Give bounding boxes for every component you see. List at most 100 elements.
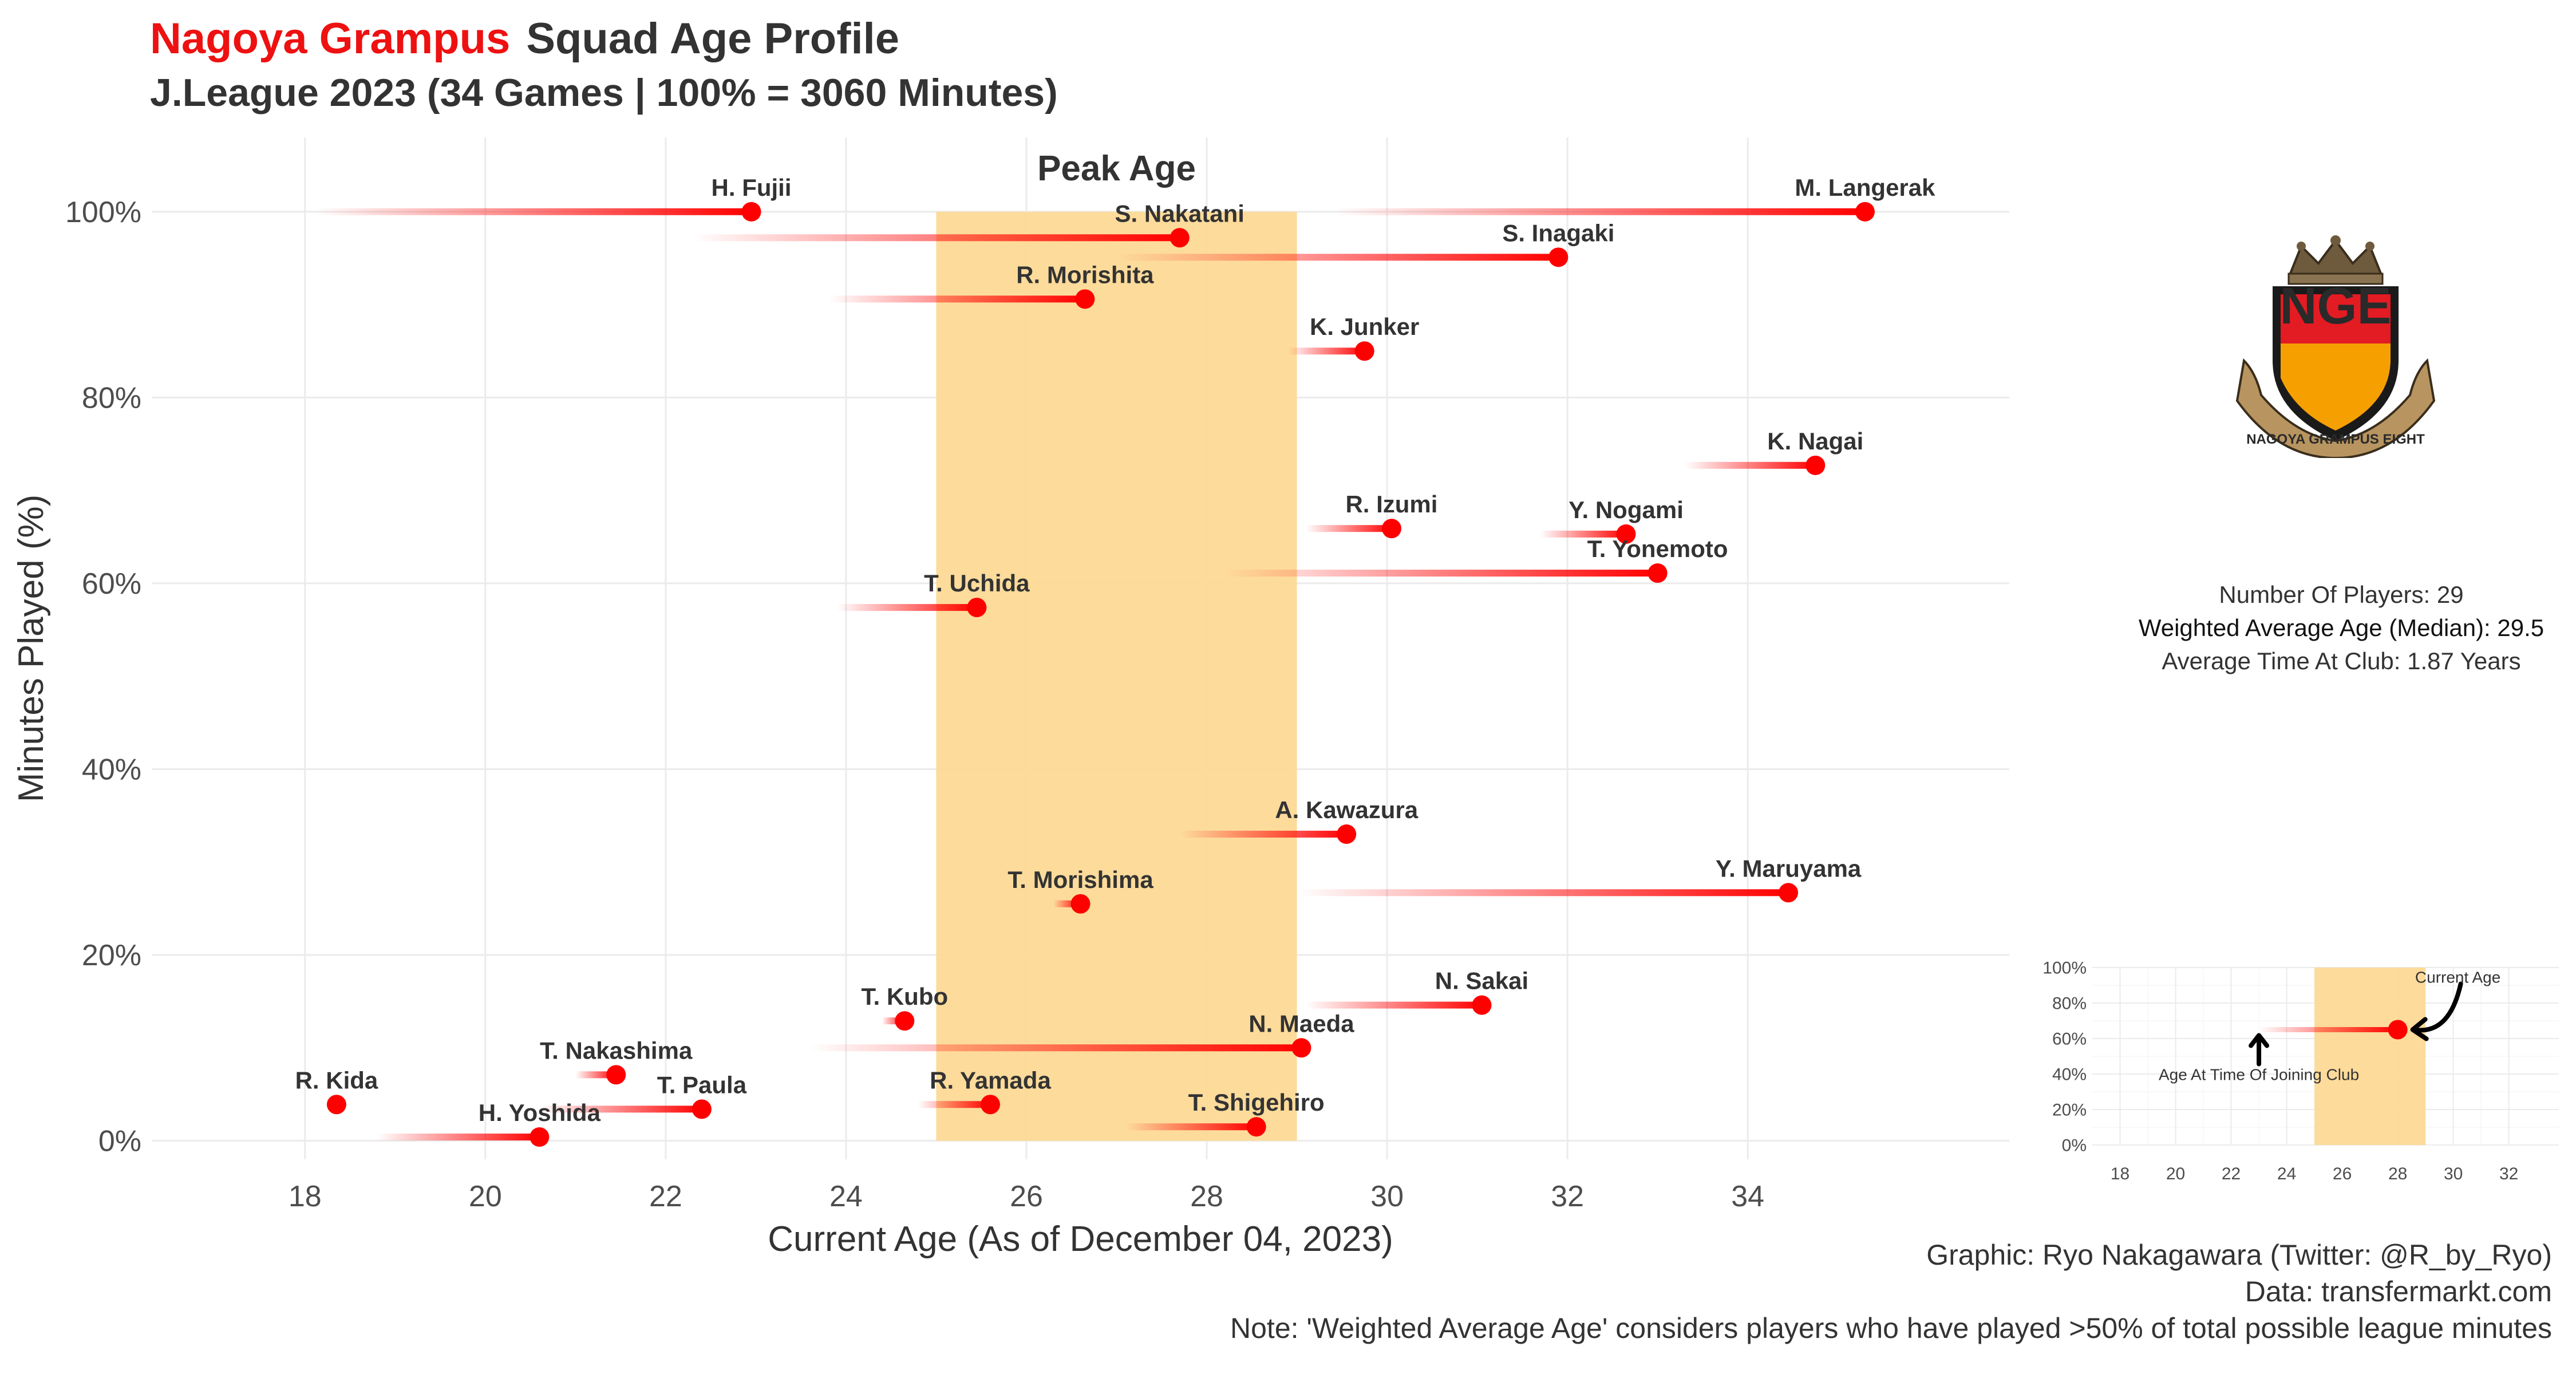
player-join-to-current-bar <box>1306 1001 1482 1009</box>
player-label: R. Morishita <box>1016 261 1154 288</box>
weighted-average-age: Weighted Average Age (Median): 29.5 <box>2138 614 2545 641</box>
main-x-tick-label: 18 <box>289 1180 322 1213</box>
main-y-tick-label: 100% <box>65 196 141 229</box>
player-point <box>1291 1038 1311 1058</box>
player-label: S. Inagaki <box>1502 219 1614 246</box>
player-label: R. Kida <box>295 1067 378 1093</box>
player-point <box>1548 247 1568 267</box>
main-y-tick-label: 80% <box>82 382 141 415</box>
player-join-to-current-bar <box>1306 525 1392 532</box>
main-y-tick-label: 40% <box>82 753 141 787</box>
main-x-tick-label: 32 <box>1551 1180 1584 1213</box>
club-crest-icon: NGE NAGOYA GRAMPUS EIGHT <box>2235 235 2436 458</box>
player-label: K. Junker <box>1310 313 1419 340</box>
player-point <box>895 1011 915 1031</box>
player-join-to-current-bar <box>575 1071 617 1079</box>
player-join-to-current-bar <box>1333 208 1865 215</box>
main-y-axis-title: Minutes Played (%) <box>11 495 51 803</box>
player-join-to-current-bar <box>918 1101 990 1108</box>
main-x-tick-label: 22 <box>649 1180 682 1213</box>
player-point <box>1805 455 1826 475</box>
player-point <box>1354 341 1374 361</box>
caption-note: Note: 'Weighted Average Age' considers p… <box>1230 1312 2552 1344</box>
player-join-to-current-bar <box>1179 831 1347 838</box>
player-point <box>980 1095 1000 1115</box>
player-point <box>1075 289 1095 309</box>
chart-title: Nagoya Grampus Squad Age Profile <box>150 13 899 65</box>
main-x-tick-label: 34 <box>1731 1180 1764 1213</box>
main-y-tick-label: 20% <box>82 939 141 972</box>
player-join-to-current-bar <box>809 1044 1302 1052</box>
main-x-axis-title: Current Age (As of December 04, 2023) <box>768 1219 1393 1259</box>
title-text: Squad Age Profile <box>526 14 900 63</box>
player-label: T. Paula <box>657 1071 747 1098</box>
player-label: N. Maeda <box>1249 1010 1354 1037</box>
player-join-to-current-bar <box>1287 348 1365 355</box>
player-point <box>1855 202 1875 222</box>
player-join-to-current-bar <box>828 295 1085 303</box>
player-label: R. Yamada <box>930 1067 1051 1093</box>
main-x-tick-label: 30 <box>1370 1180 1404 1213</box>
player-label: S. Nakatani <box>1115 200 1244 227</box>
crest-letters: NGE <box>2279 278 2391 335</box>
player-point <box>967 598 987 618</box>
player-point <box>606 1065 626 1085</box>
main-x-tick-label: 28 <box>1190 1180 1223 1213</box>
main-peak-age-band <box>936 211 1297 1141</box>
main-x-tick-label: 20 <box>469 1180 502 1213</box>
player-label: T. Yonemoto <box>1587 535 1728 562</box>
player-point <box>1472 995 1492 1015</box>
average-time-at-club: Average Time At Club: 1.87 Years <box>2162 647 2521 674</box>
player-label: Y. Nogami <box>1568 496 1684 523</box>
player-join-to-current-bar <box>1116 254 1559 261</box>
player-label: K. Nagai <box>1767 428 1863 455</box>
player-join-to-current-bar <box>1224 570 1658 577</box>
player-point <box>741 202 761 222</box>
player-point <box>1779 883 1799 903</box>
main-peak-age-label: Peak Age <box>1037 149 1196 188</box>
player-point <box>1647 563 1668 583</box>
player-join-to-current-bar <box>837 604 977 611</box>
player-point <box>1381 519 1401 539</box>
caption-data-source: Data: transfermarkt.com <box>2245 1276 2552 1308</box>
player-join-to-current-bar <box>314 208 752 215</box>
chart-subtitle: J.League 2023 (34 Games | 100% = 3060 Mi… <box>150 71 1058 114</box>
player-label: H. Fujii <box>712 174 792 201</box>
player-join-to-current-bar <box>1540 530 1626 538</box>
player-label: T. Nakashima <box>540 1037 693 1064</box>
player-join-to-current-bar <box>1297 889 1789 897</box>
player-join-to-current-bar <box>377 1134 540 1141</box>
player-join-to-current-bar <box>1125 1123 1257 1131</box>
player-point <box>1337 824 1357 844</box>
caption-credit: Graphic: Ryo Nakagawara (Twitter: @R_by_… <box>1926 1239 2552 1271</box>
player-label: T. Kubo <box>862 983 949 1010</box>
main-x-tick-label: 24 <box>829 1180 863 1213</box>
player-point <box>692 1099 712 1119</box>
player-point <box>1170 228 1190 248</box>
player-label: Y. Maruyama <box>1716 855 1862 882</box>
player-point <box>1070 894 1091 914</box>
crest-ring-text: NAGOYA GRAMPUS EIGHT <box>2246 432 2425 447</box>
squad-stats: Number Of Players: 29 Weighted Average A… <box>2038 578 2576 678</box>
player-point <box>326 1095 346 1115</box>
player-label: N. Sakai <box>1435 968 1528 994</box>
player-label: A. Kawazura <box>1275 796 1418 823</box>
player-join-to-current-bar <box>693 234 1180 242</box>
player-point <box>1246 1117 1266 1137</box>
main-x-tick-label: 26 <box>1010 1180 1043 1213</box>
player-join-to-current-bar <box>1684 461 1816 469</box>
main-y-tick-label: 60% <box>82 567 141 601</box>
number-of-players: Number Of Players: 29 <box>2219 581 2464 608</box>
player-label: T. Uchida <box>924 570 1030 597</box>
player-label: T. Morishima <box>1008 866 1153 893</box>
player-point <box>1616 524 1636 544</box>
player-label: H. Yoshida <box>479 1099 601 1126</box>
player-label: R. Izumi <box>1345 491 1437 518</box>
main-y-tick-label: 0% <box>98 1125 141 1158</box>
team-name: Nagoya Grampus <box>150 14 511 63</box>
player-label: M. Langerak <box>1795 174 1935 201</box>
caption: Graphic: Ryo Nakagawara (Twitter: @R_by_… <box>1230 1237 2552 1347</box>
player-point <box>530 1127 550 1147</box>
player-join-to-current-bar <box>539 1105 702 1113</box>
